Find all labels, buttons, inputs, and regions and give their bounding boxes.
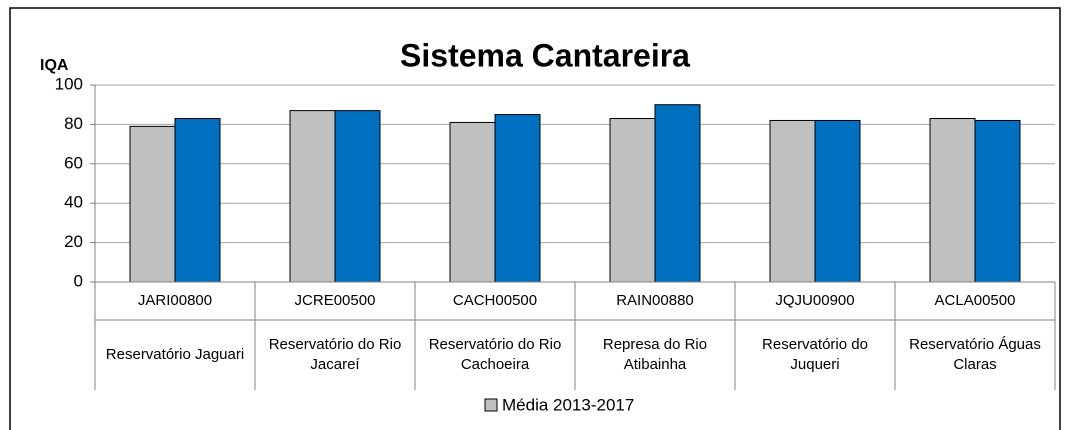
x-sub-label: Reservatório Jaguari: [105, 346, 245, 363]
x-sub-label: Reservatório do Rio Cachoeira: [428, 336, 562, 373]
y-tick-label: 0: [74, 271, 83, 290]
x-sub-label: Represa do Rio Atibainha: [602, 336, 708, 373]
bar: [974, 119, 1021, 283]
x-tick-label: ACLA00500: [934, 292, 1016, 309]
y-tick-label: 40: [64, 193, 83, 212]
bar: [814, 119, 861, 283]
x-sub-label: Reservatório do Rio Jacareí: [268, 336, 402, 373]
x-tick-label: RAIN00880: [616, 292, 694, 309]
bar: [929, 117, 976, 283]
legend-label: Média 2013-2017: [502, 395, 634, 414]
y-tick-label: 100: [55, 74, 83, 93]
x-tick-label: JARI00800: [137, 292, 213, 309]
chart-title: Sistema Cantareira: [400, 37, 690, 73]
chart-border: [9, 7, 1061, 430]
y-tick-label: 60: [64, 153, 83, 172]
bar: [174, 117, 221, 283]
bar: [494, 114, 541, 283]
x-sub-label: Reservatório Águas Claras: [909, 336, 1041, 373]
bar: [769, 119, 816, 283]
bar: [449, 121, 496, 283]
legend-swatch: [484, 398, 498, 412]
x-tick-label: JQJU00900: [775, 292, 855, 309]
bar: [289, 110, 336, 283]
bar: [609, 117, 656, 283]
x-tick-label: CACH00500: [452, 292, 538, 309]
bar: [334, 110, 381, 283]
bar: [654, 104, 701, 283]
x-sub-label: Reservatório do Juqueri: [762, 336, 868, 373]
y-axis-label: IQA: [40, 57, 69, 74]
y-tick-label: 80: [64, 114, 83, 133]
bar: [129, 125, 176, 283]
y-tick-label: 20: [64, 232, 83, 251]
x-tick-label: JCRE00500: [294, 292, 376, 309]
